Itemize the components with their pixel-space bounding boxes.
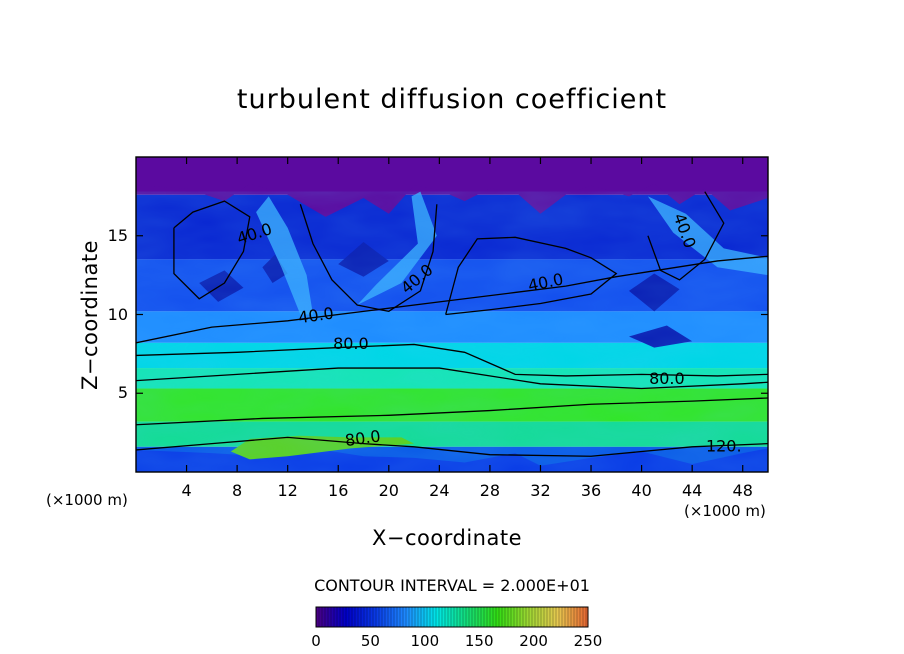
x-tick-label: 8 [232, 481, 243, 500]
contour-label: 120. [706, 437, 742, 456]
contour-line [647, 191, 725, 281]
contour-line [136, 367, 768, 390]
colorbar-tick-label: 200 [519, 632, 548, 650]
x-axis-label: X−coordinate [372, 526, 522, 550]
colorbar-tick-label: 50 [360, 632, 380, 650]
y-tick-label: 5 [117, 383, 128, 403]
contour-label: 80.0 [649, 369, 685, 388]
x-tick-label: 4 [181, 481, 192, 500]
x-tick-label: 40 [631, 481, 652, 500]
x-tick-label: 12 [277, 481, 298, 500]
x-tick-label: 24 [429, 481, 450, 500]
colorbar-tick-label: 100 [410, 632, 440, 650]
contour-line [136, 397, 768, 426]
x-tick-label: 32 [530, 481, 551, 500]
contour-label: 80.0 [333, 334, 369, 353]
contour-line [299, 204, 438, 313]
x-tick-label: 36 [580, 481, 602, 500]
chart-title: turbulent diffusion coefficient [236, 84, 668, 115]
y-tick-label: 10 [107, 304, 128, 324]
contour-interval-label: CONTOUR INTERVAL = 2.000E+01 [314, 576, 590, 595]
field: 40.040.040.040.040.080.080.080.0 120. [136, 157, 768, 472]
contour-line [173, 200, 251, 300]
contour-line [136, 436, 768, 457]
x-axis-unit-right: (×1000 m) [684, 502, 766, 520]
x-tick-label: 20 [378, 481, 399, 500]
x-tick-label: 16 [328, 481, 349, 500]
contour-line [136, 255, 768, 344]
x-tick-label: 48 [732, 481, 753, 500]
contour-line [445, 236, 618, 316]
colorbar-tick-label: 150 [464, 632, 494, 650]
colorbar-tick-label: 250 [573, 632, 603, 650]
x-axis-unit-left: (×1000 m) [46, 491, 128, 509]
contour-label: 40.0 [297, 303, 335, 327]
colorbar-tick-label: 0 [311, 632, 321, 650]
y-tick-label: 15 [107, 225, 128, 245]
x-tick-label: 44 [681, 481, 703, 500]
x-tick-label: 28 [479, 481, 501, 500]
upper-layer [136, 157, 768, 217]
colorbar [315, 606, 589, 628]
contour-label: 80.0 [344, 426, 382, 450]
texture [136, 191, 768, 472]
contour-line [136, 343, 768, 377]
